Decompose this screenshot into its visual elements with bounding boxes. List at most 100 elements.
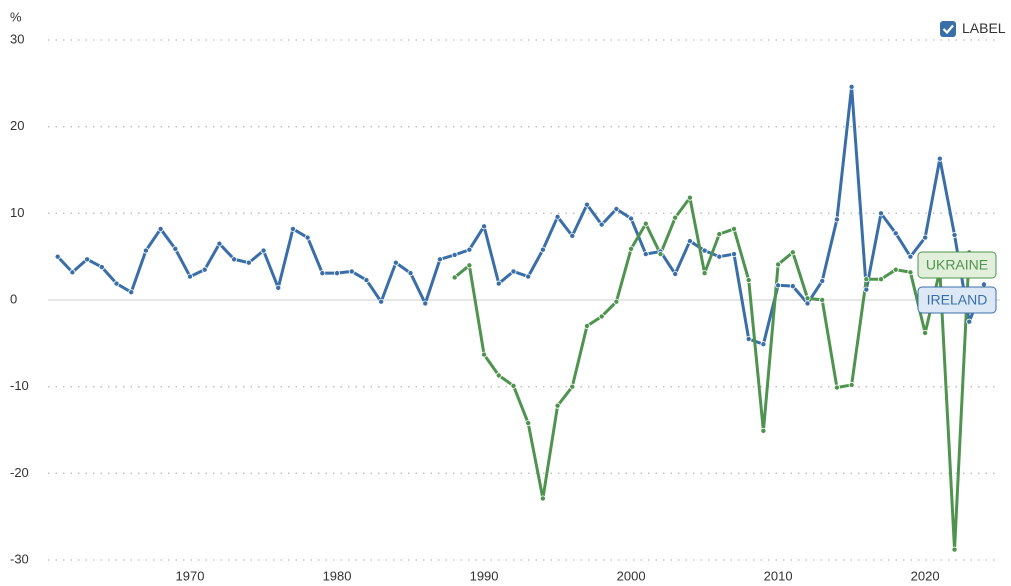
data-point <box>848 83 855 90</box>
data-point <box>554 402 561 409</box>
data-point <box>451 274 458 281</box>
data-point <box>966 318 973 325</box>
data-point <box>672 214 679 221</box>
y-tick-label: 30 <box>10 31 24 46</box>
data-point <box>863 276 870 283</box>
y-tick-label: -10 <box>10 378 29 393</box>
data-point <box>363 277 370 284</box>
data-point <box>142 247 149 254</box>
data-point <box>84 256 91 263</box>
data-point <box>936 155 943 162</box>
data-point <box>789 249 796 256</box>
series-end-label-box <box>917 251 997 279</box>
data-point <box>289 225 296 232</box>
data-point <box>569 383 576 390</box>
data-point <box>878 276 885 283</box>
data-point <box>628 245 635 252</box>
data-point <box>554 213 561 220</box>
data-point <box>863 286 870 293</box>
data-point <box>201 266 208 273</box>
data-point <box>980 281 987 288</box>
data-point <box>231 256 238 263</box>
data-point <box>172 245 179 252</box>
data-point <box>775 261 782 268</box>
x-tick-label: 2020 <box>911 568 940 583</box>
data-point <box>819 296 826 303</box>
data-point <box>436 256 443 263</box>
legend-label[interactable]: LABEL <box>962 20 1006 36</box>
data-point <box>642 251 649 258</box>
data-point <box>598 313 605 320</box>
y-tick-label: -20 <box>10 465 29 480</box>
legend[interactable]: LABEL <box>940 20 1006 37</box>
data-point <box>69 269 76 276</box>
data-point <box>113 280 120 287</box>
data-point <box>54 253 61 260</box>
data-point <box>716 231 723 238</box>
data-point <box>466 246 473 253</box>
data-point <box>422 300 429 307</box>
data-point <box>98 264 105 271</box>
series-end-label-box <box>917 286 997 314</box>
data-point <box>481 223 488 230</box>
data-point <box>701 270 708 277</box>
data-point <box>495 280 502 287</box>
data-point <box>525 420 532 427</box>
data-point <box>260 247 267 254</box>
data-point <box>525 273 532 280</box>
series-line <box>453 196 971 552</box>
data-point <box>833 384 840 391</box>
data-point <box>892 230 899 237</box>
data-point <box>613 298 620 305</box>
data-point <box>275 284 282 291</box>
y-axis-label: % <box>10 9 22 24</box>
data-point <box>481 351 488 358</box>
data-point <box>701 247 708 254</box>
data-point <box>583 322 590 329</box>
data-point <box>686 238 693 245</box>
series-line <box>56 85 986 346</box>
data-point <box>613 205 620 212</box>
data-point <box>378 298 385 305</box>
data-point <box>128 289 135 296</box>
data-point <box>833 216 840 223</box>
data-point <box>319 270 326 277</box>
data-point <box>642 220 649 227</box>
data-point <box>392 259 399 266</box>
series-end-label: UKRAINE <box>926 257 988 273</box>
data-point <box>187 273 194 280</box>
x-tick-label: 1990 <box>470 568 499 583</box>
data-point <box>878 210 885 217</box>
data-point <box>745 335 752 342</box>
data-point <box>731 251 738 258</box>
x-tick-label: 2010 <box>764 568 793 583</box>
data-point <box>569 232 576 239</box>
y-tick-label: 20 <box>10 118 24 133</box>
data-point <box>304 234 311 241</box>
data-point <box>760 427 767 434</box>
data-point <box>775 282 782 289</box>
y-tick-label: 0 <box>10 291 17 306</box>
data-point <box>216 240 223 247</box>
series-end-label: IRELAND <box>927 292 988 308</box>
data-point <box>539 246 546 253</box>
data-point <box>951 231 958 238</box>
data-point <box>716 253 723 260</box>
data-point <box>451 251 458 258</box>
data-point <box>686 194 693 201</box>
data-point <box>466 262 473 269</box>
data-point <box>922 234 929 241</box>
data-point <box>510 268 517 275</box>
legend-checkbox[interactable] <box>940 21 956 37</box>
data-point <box>245 259 252 266</box>
data-point <box>804 300 811 307</box>
data-point <box>848 381 855 388</box>
data-point <box>804 295 811 302</box>
data-point <box>157 225 164 232</box>
data-point <box>539 495 546 502</box>
data-point <box>951 546 958 553</box>
data-point <box>922 329 929 336</box>
data-point <box>907 253 914 260</box>
data-point <box>907 269 914 276</box>
